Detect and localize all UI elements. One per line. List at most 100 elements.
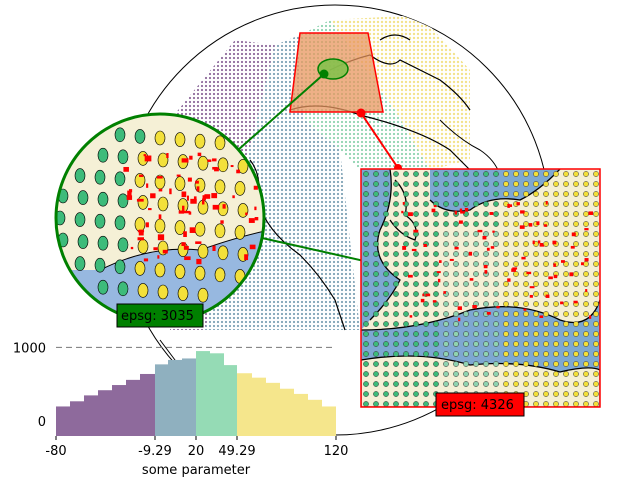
circle-marker <box>117 193 129 209</box>
rect-marker <box>523 241 529 247</box>
rect-marker <box>403 291 409 297</box>
rect-marker <box>463 331 469 337</box>
rect-marker <box>453 191 459 197</box>
rect-marker <box>543 381 549 387</box>
circle-marker <box>77 190 89 205</box>
rect-marker <box>593 301 599 307</box>
rect-marker <box>483 301 489 307</box>
rect-marker <box>413 401 419 407</box>
circle-speckle <box>158 214 162 220</box>
rect-marker <box>573 361 579 367</box>
rect-marker <box>393 261 399 267</box>
rect-speckle <box>443 291 446 294</box>
circle-speckle <box>195 241 202 244</box>
rect-marker <box>563 181 569 187</box>
rect-marker <box>383 201 389 207</box>
rect-speckle <box>553 263 556 267</box>
circle-speckle <box>136 198 144 202</box>
circle-speckle <box>245 212 248 216</box>
rect-marker <box>403 401 409 407</box>
rect-speckle <box>552 240 557 245</box>
circle-speckle <box>184 256 191 261</box>
rect-marker <box>513 341 519 347</box>
histogram-yticks: 1000 0 <box>13 341 46 430</box>
rect-marker <box>503 211 509 217</box>
histogram-xticks: -80 -9.29 20 49.29 120 <box>45 436 348 459</box>
rect-marker <box>573 401 579 407</box>
histogram-bar <box>294 393 308 436</box>
rect-marker <box>413 241 419 247</box>
circle-marker <box>214 223 226 239</box>
rect-marker <box>373 301 379 307</box>
rect-marker <box>483 361 489 367</box>
rect-marker <box>393 351 399 357</box>
rect-marker <box>403 251 409 257</box>
rect-marker <box>423 221 429 227</box>
rect-marker <box>463 261 469 267</box>
rect-marker <box>493 301 499 307</box>
circle-speckle <box>230 165 234 168</box>
circle-marker <box>97 279 109 295</box>
rect-marker <box>373 371 379 377</box>
circle-marker <box>74 256 86 271</box>
histogram-bar <box>112 385 126 436</box>
rect-marker <box>503 371 509 377</box>
rect-marker <box>443 261 449 267</box>
rect-marker <box>583 271 589 277</box>
rect-marker <box>503 331 509 337</box>
histogram-xtick-label: -9.29 <box>138 444 172 459</box>
circle-speckle <box>212 166 218 170</box>
rect-marker <box>543 191 549 197</box>
rect-marker <box>363 251 369 257</box>
rect-marker <box>553 301 559 307</box>
circle-speckle <box>138 229 144 236</box>
rect-marker <box>583 361 589 367</box>
rect-marker <box>543 261 549 267</box>
rect-speckle <box>432 300 437 303</box>
rect-marker <box>373 401 379 407</box>
rect-marker <box>523 281 529 287</box>
rect-marker <box>433 381 439 387</box>
rect-speckle <box>407 212 413 217</box>
rect-marker <box>543 211 549 217</box>
rect-marker <box>503 191 509 197</box>
circle-inset <box>54 112 266 324</box>
rect-marker <box>403 391 409 397</box>
rect-marker <box>423 191 429 197</box>
rect-marker <box>443 221 449 227</box>
histogram-bar <box>280 388 294 436</box>
rect-speckle <box>431 208 436 213</box>
rect-marker <box>383 401 389 407</box>
rect-marker <box>393 361 399 367</box>
rect-marker <box>423 261 429 267</box>
rect-marker <box>563 341 569 347</box>
rect-marker <box>433 341 439 347</box>
circle-speckle <box>148 208 152 211</box>
rect-marker <box>363 291 369 297</box>
rect-marker <box>383 281 389 287</box>
rect-marker <box>523 191 529 197</box>
rect-marker <box>453 291 459 297</box>
rect-marker <box>583 281 589 287</box>
rect-marker <box>443 271 449 277</box>
rect-marker <box>413 311 419 317</box>
rect-marker <box>453 281 459 287</box>
rect-speckle <box>571 232 576 237</box>
rect-speckle <box>545 200 548 205</box>
rect-marker <box>493 221 499 227</box>
rect-marker <box>383 191 389 197</box>
rect-marker <box>413 391 419 397</box>
rect-marker <box>453 181 459 187</box>
circle-speckle <box>253 185 258 190</box>
circle-speckle <box>166 153 169 158</box>
circle-marker <box>194 177 206 193</box>
rect-marker <box>393 201 399 207</box>
rect-marker <box>523 261 529 267</box>
rect-marker <box>383 211 389 217</box>
rect-marker <box>533 371 539 377</box>
rect-marker <box>473 331 479 337</box>
rect-speckle <box>570 245 575 249</box>
rect-marker <box>423 211 429 217</box>
rect-marker <box>493 171 499 177</box>
rect-marker <box>473 181 479 187</box>
